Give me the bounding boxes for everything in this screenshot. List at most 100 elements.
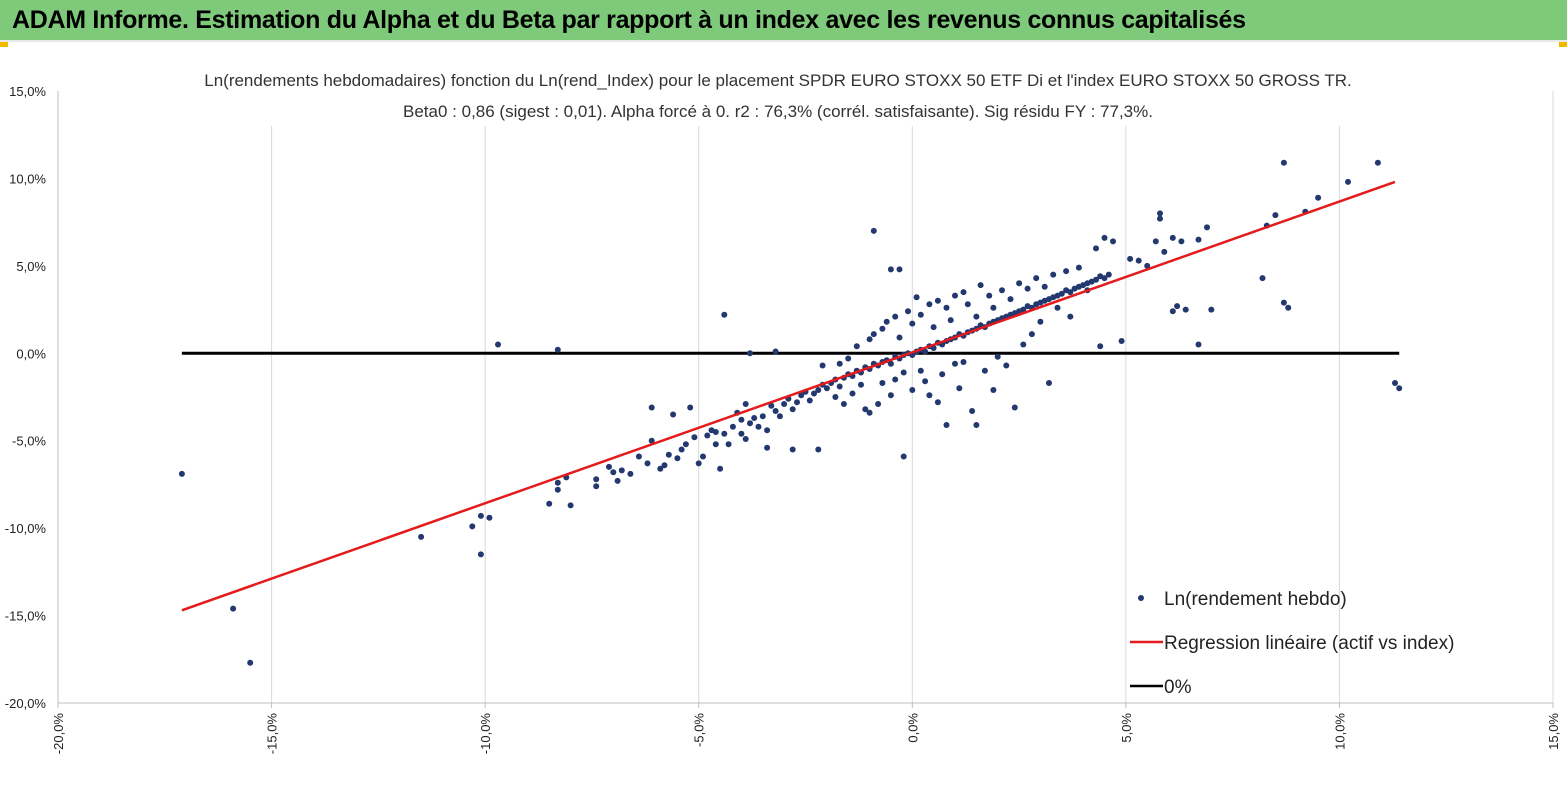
data-point xyxy=(1041,283,1048,290)
legend-label: Regression linéaire (actif vs index) xyxy=(1164,633,1454,654)
data-point xyxy=(1280,299,1287,306)
data-point xyxy=(618,467,625,474)
y-tick-label: 5,0% xyxy=(16,259,46,274)
legend-label: Ln(rendement hebdo) xyxy=(1164,589,1347,610)
data-point xyxy=(1280,159,1287,166)
data-point xyxy=(1093,245,1099,252)
data-point xyxy=(657,465,664,472)
data-point xyxy=(178,470,185,477)
data-point xyxy=(1195,341,1202,348)
data-point xyxy=(1054,304,1061,311)
data-point xyxy=(755,423,762,430)
data-point xyxy=(1037,318,1044,325)
data-point xyxy=(1285,304,1292,311)
data-point xyxy=(879,380,886,386)
data-point xyxy=(764,427,771,434)
data-point xyxy=(794,399,800,406)
data-point xyxy=(1169,308,1176,315)
data-point xyxy=(887,360,894,367)
data-point xyxy=(738,416,745,423)
data-point xyxy=(1033,275,1040,282)
data-point xyxy=(1020,306,1027,313)
data-point xyxy=(1392,380,1398,386)
data-point xyxy=(823,385,830,392)
data-point xyxy=(956,385,963,392)
data-point xyxy=(858,381,864,388)
data-point xyxy=(1127,255,1134,262)
data-point xyxy=(759,413,766,420)
data-point xyxy=(554,479,561,486)
y-tick-label: -20,0% xyxy=(5,696,47,711)
data-point xyxy=(789,406,796,413)
data-point xyxy=(917,311,924,318)
data-point xyxy=(789,446,796,453)
data-point xyxy=(1208,306,1215,313)
data-point xyxy=(887,392,894,399)
data-point xyxy=(704,432,711,439)
chart-title: Ln(rendements hebdomadaires) fonction du… xyxy=(204,71,1352,90)
data-point xyxy=(866,409,873,416)
data-point xyxy=(1259,275,1266,282)
data-point xyxy=(964,301,971,308)
data-point xyxy=(477,551,484,558)
data-point xyxy=(999,287,1005,294)
data-point xyxy=(1169,234,1176,241)
data-point xyxy=(1204,224,1210,231)
data-point xyxy=(747,350,753,357)
data-point xyxy=(1020,341,1027,348)
data-point xyxy=(554,346,561,353)
data-point xyxy=(943,422,950,428)
data-point xyxy=(1157,215,1163,222)
data-point xyxy=(926,392,933,399)
regression-line xyxy=(181,180,1396,612)
data-point xyxy=(870,331,877,338)
data-point xyxy=(1063,268,1070,275)
data-point xyxy=(593,476,600,483)
data-point xyxy=(721,430,728,437)
data-point xyxy=(1050,271,1057,278)
data-point xyxy=(934,297,941,304)
data-point xyxy=(836,360,843,367)
data-point xyxy=(875,401,882,407)
x-tick-label: 5,0% xyxy=(1119,713,1134,743)
y-tick-label: 10,0% xyxy=(9,171,46,186)
data-point xyxy=(1011,404,1018,411)
x-tick-label: -5,0% xyxy=(692,713,707,747)
report-header: ADAM Informe. Estimation du Alpha et du … xyxy=(0,0,1567,42)
data-point xyxy=(896,334,903,341)
data-point xyxy=(922,348,929,355)
data-point xyxy=(486,514,493,521)
data-point xyxy=(546,500,553,507)
data-point xyxy=(648,437,655,444)
x-tick-label: -10,0% xyxy=(478,713,493,755)
data-point xyxy=(725,441,732,448)
selection-handle-top-right xyxy=(1559,42,1567,47)
data-point xyxy=(1396,385,1403,392)
data-point xyxy=(567,502,574,509)
data-point xyxy=(1016,280,1023,287)
data-point xyxy=(981,367,988,374)
data-point xyxy=(614,477,621,484)
data-point xyxy=(798,392,805,399)
legend-marker-points xyxy=(1138,595,1144,601)
data-point xyxy=(947,317,954,324)
data-point xyxy=(742,401,749,407)
data-point xyxy=(926,301,933,308)
y-tick-label: 0,0% xyxy=(16,346,46,361)
data-point xyxy=(853,343,860,350)
data-point xyxy=(1058,290,1065,297)
data-point xyxy=(939,371,946,378)
data-point xyxy=(892,376,899,383)
data-point xyxy=(712,441,719,448)
data-point xyxy=(909,387,916,393)
data-point xyxy=(1093,276,1099,283)
data-point xyxy=(687,404,694,411)
data-point xyxy=(682,441,689,448)
legend: Ln(rendement hebdo) Regression linéaire (… xyxy=(1130,589,1454,698)
data-point xyxy=(892,313,899,320)
data-point xyxy=(742,436,749,442)
data-point xyxy=(990,304,997,311)
data-point xyxy=(1075,264,1082,271)
data-point xyxy=(717,465,724,472)
